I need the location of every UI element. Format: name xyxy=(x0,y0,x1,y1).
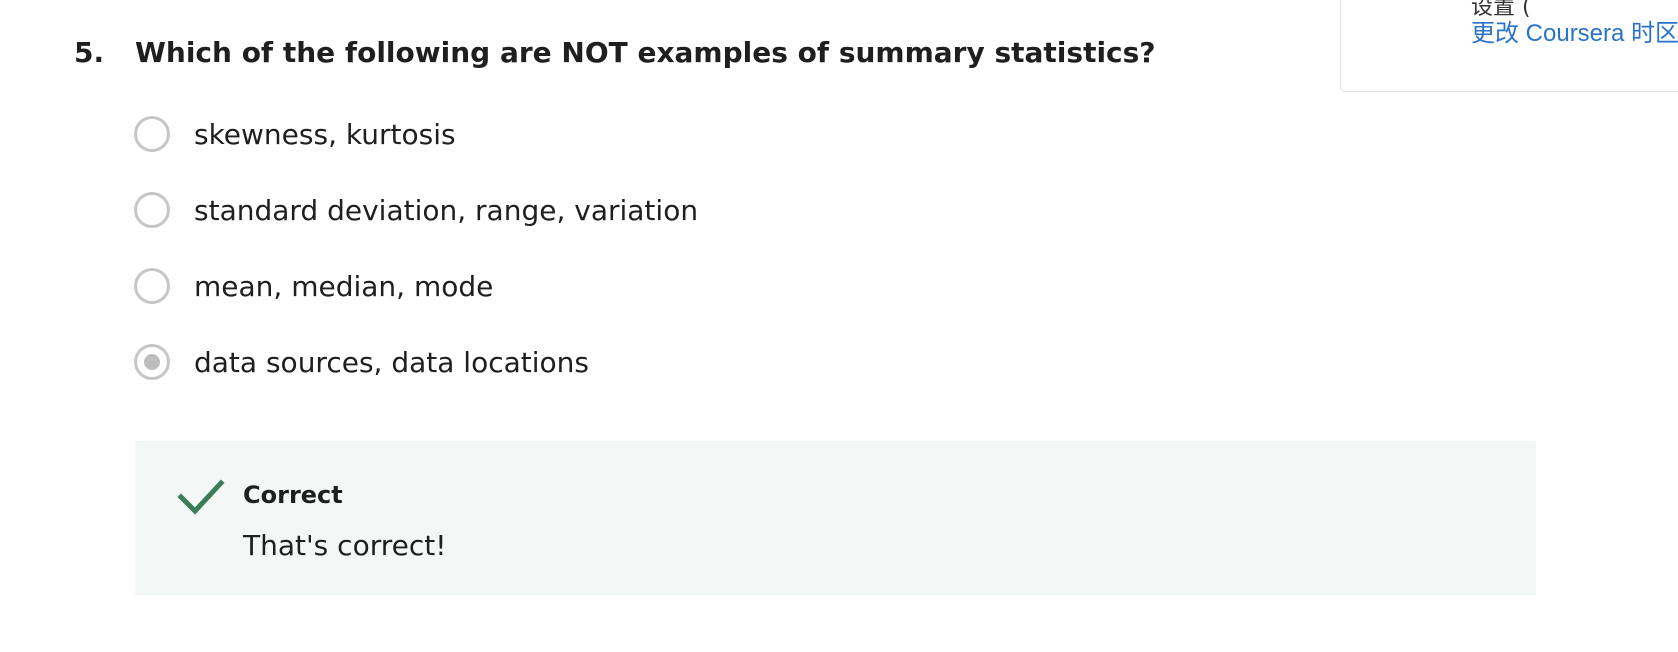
answer-options: skewness, kurtosis standard deviation, r… xyxy=(134,114,698,418)
feedback-message: That's correct! xyxy=(243,529,447,562)
radio-button[interactable] xyxy=(134,192,170,228)
feedback-panel: Correct That's correct! xyxy=(135,441,1536,595)
option-label: skewness, kurtosis xyxy=(194,117,456,151)
answer-option-selected[interactable]: data sources, data locations xyxy=(134,342,698,382)
answer-option[interactable]: standard deviation, range, variation xyxy=(134,190,698,230)
timezone-card-label: 设置 ( xyxy=(1471,0,1531,20)
change-timezone-link[interactable]: 更改 Coursera 时区 xyxy=(1471,20,1678,47)
option-label: data sources, data locations xyxy=(194,345,589,379)
feedback-status: Correct xyxy=(243,481,343,509)
answer-option[interactable]: skewness, kurtosis xyxy=(134,114,698,154)
option-label: standard deviation, range, variation xyxy=(194,193,699,227)
question-text: Which of the following are NOT examples … xyxy=(135,36,1156,69)
radio-button-selected[interactable] xyxy=(134,344,170,380)
option-label: mean, median, mode xyxy=(194,269,494,303)
timezone-card: 设置 ( 更改 Coursera 时区 xyxy=(1340,0,1678,92)
question-header: 5. Which of the following are NOT exampl… xyxy=(74,36,1156,69)
checkmark-icon xyxy=(177,479,225,515)
radio-button[interactable] xyxy=(134,268,170,304)
answer-option[interactable]: mean, median, mode xyxy=(134,266,698,306)
radio-button[interactable] xyxy=(134,116,170,152)
question-number: 5. xyxy=(74,36,105,69)
